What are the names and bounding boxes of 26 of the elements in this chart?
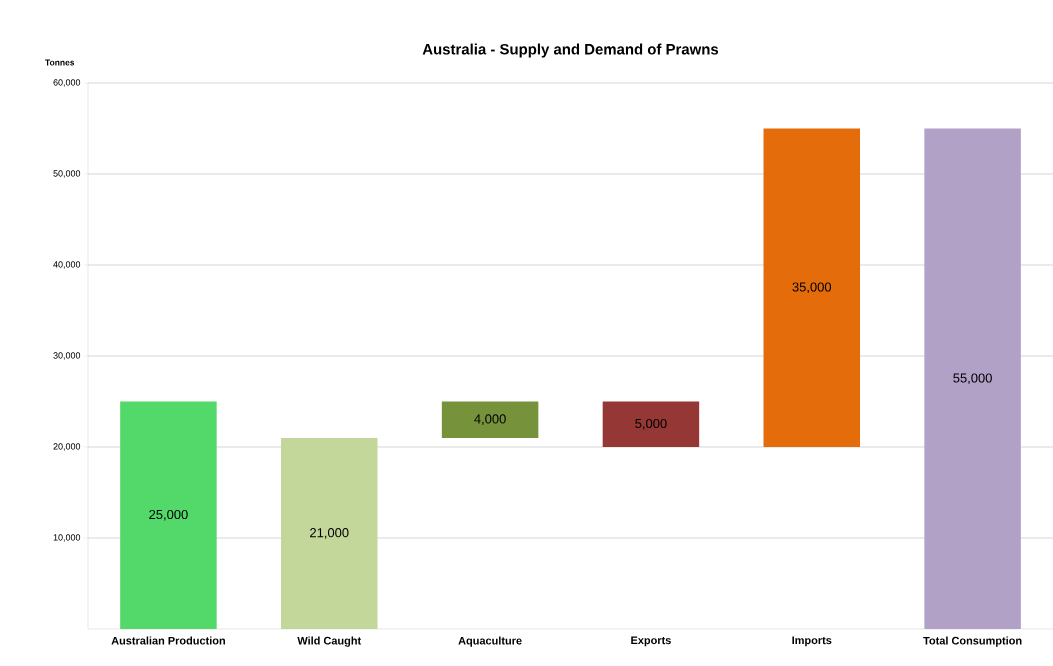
x-tick-label: Exports [631,636,671,647]
x-tick-label: Australian Production [111,636,225,645]
y-tick-label: 40,000 [53,261,81,269]
y-axis-title: Tonnes [45,59,75,66]
data-label: 21,000 [310,528,349,539]
y-tick-label: 10,000 [53,534,81,542]
bar [924,128,1021,629]
data-label: 55,000 [953,373,992,385]
bar [763,128,861,447]
data-label: 35,000 [792,282,832,294]
data-label: 25,000 [149,509,188,521]
y-tick-label: 50,000 [53,170,81,178]
x-tick-label: Imports [792,636,832,647]
bar [441,401,539,438]
y-tick-label: 60,000 [53,79,81,87]
y-tick-label: 30,000 [53,352,81,360]
x-tick-label: Aquaculture [458,636,522,647]
data-label: 4,000 [474,414,506,426]
x-tick-label: Total Consumption [923,636,1022,647]
data-label: 5,000 [635,418,667,430]
bar [120,401,217,629]
bar [602,401,700,447]
x-tick-label: Wild Caught [297,636,362,647]
chart-title: Australia - Supply and Demand of Prawns [422,43,719,58]
y-tick-label: 20,000 [53,443,81,451]
bar [281,437,378,629]
